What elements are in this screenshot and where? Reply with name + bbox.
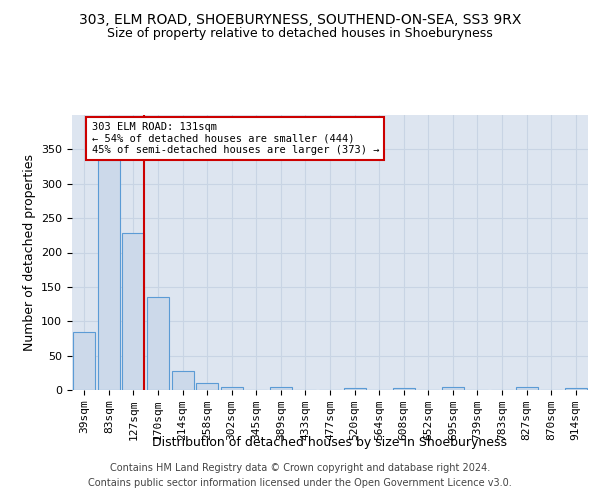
Bar [392, 388, 415, 390]
Bar [122, 232, 145, 390]
Text: Size of property relative to detached houses in Shoeburyness: Size of property relative to detached ho… [107, 28, 493, 40]
Y-axis label: Number of detached properties: Number of detached properties [23, 154, 35, 351]
Text: Distribution of detached houses by size in Shoeburyness: Distribution of detached houses by size … [152, 436, 508, 449]
Text: 303 ELM ROAD: 131sqm
← 54% of detached houses are smaller (444)
45% of semi-deta: 303 ELM ROAD: 131sqm ← 54% of detached h… [92, 122, 379, 155]
Bar [565, 388, 587, 390]
Bar [147, 296, 169, 390]
Text: 303, ELM ROAD, SHOEBURYNESS, SOUTHEND-ON-SEA, SS3 9RX: 303, ELM ROAD, SHOEBURYNESS, SOUTHEND-ON… [79, 12, 521, 26]
Bar [270, 386, 292, 390]
Bar [515, 386, 538, 390]
Bar [172, 371, 194, 390]
Bar [221, 386, 243, 390]
Bar [98, 160, 120, 390]
Bar [442, 386, 464, 390]
Bar [196, 383, 218, 390]
Bar [73, 332, 95, 390]
Text: Contains HM Land Registry data © Crown copyright and database right 2024.
Contai: Contains HM Land Registry data © Crown c… [88, 462, 512, 487]
Bar [344, 388, 365, 390]
